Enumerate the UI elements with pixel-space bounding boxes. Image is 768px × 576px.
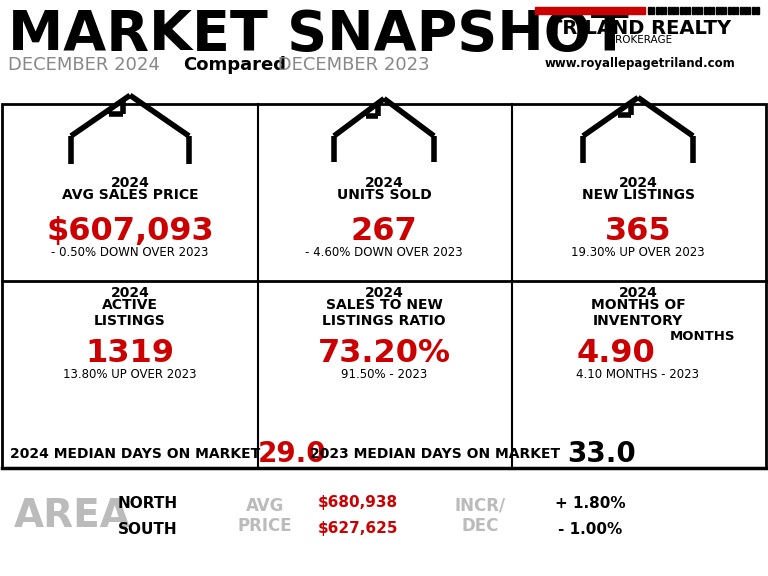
Text: MONTHS: MONTHS bbox=[670, 330, 736, 343]
Bar bbox=[716, 7, 719, 14]
Text: SOUTH: SOUTH bbox=[118, 521, 178, 536]
Text: INCR/
DEC: INCR/ DEC bbox=[455, 497, 505, 536]
Bar bbox=[704, 7, 707, 14]
Bar bbox=[748, 7, 750, 14]
Bar bbox=[664, 7, 666, 14]
Text: $627,625: $627,625 bbox=[318, 521, 399, 536]
Text: 2024: 2024 bbox=[111, 286, 150, 300]
Text: AVG
PRICE: AVG PRICE bbox=[237, 497, 293, 536]
Bar bbox=[712, 7, 713, 14]
Text: 2024: 2024 bbox=[111, 176, 150, 190]
Text: TRILAND REALTY: TRILAND REALTY bbox=[549, 19, 731, 38]
Text: 2024: 2024 bbox=[618, 286, 657, 300]
Text: $680,938: $680,938 bbox=[318, 495, 398, 510]
Text: 19.30% UP OVER 2023: 19.30% UP OVER 2023 bbox=[571, 246, 705, 259]
Text: www.royallepagetriland.com: www.royallepagetriland.com bbox=[545, 57, 736, 70]
Text: 73.20%: 73.20% bbox=[317, 338, 451, 369]
Text: - 4.60% DOWN OVER 2023: - 4.60% DOWN OVER 2023 bbox=[305, 246, 463, 259]
Text: 1319: 1319 bbox=[85, 338, 174, 369]
Bar bbox=[688, 7, 690, 14]
Text: 13.80% UP OVER 2023: 13.80% UP OVER 2023 bbox=[63, 368, 197, 381]
Bar bbox=[676, 7, 677, 14]
Text: AVG SALES PRICE: AVG SALES PRICE bbox=[61, 188, 198, 202]
Text: BROKERAGE: BROKERAGE bbox=[608, 35, 672, 45]
Text: 2024 MEDIAN DAYS ON MARKET: 2024 MEDIAN DAYS ON MARKET bbox=[10, 447, 260, 461]
Text: 91.50% - 2023: 91.50% - 2023 bbox=[341, 368, 427, 381]
Bar bbox=[648, 7, 650, 14]
Text: ACTIVE
LISTINGS: ACTIVE LISTINGS bbox=[94, 298, 166, 328]
Text: + 1.80%: + 1.80% bbox=[554, 495, 625, 510]
Bar bbox=[740, 7, 743, 14]
Bar bbox=[708, 7, 710, 14]
Text: UNITS SOLD: UNITS SOLD bbox=[336, 188, 432, 202]
Text: 2024: 2024 bbox=[618, 176, 657, 190]
Bar bbox=[736, 7, 737, 14]
Text: DECEMBER 2023: DECEMBER 2023 bbox=[272, 56, 429, 74]
Bar bbox=[652, 7, 654, 14]
Bar bbox=[684, 7, 687, 14]
Text: Compared: Compared bbox=[183, 56, 286, 74]
Bar bbox=[728, 7, 730, 14]
Text: MARKET SNAPSHOT: MARKET SNAPSHOT bbox=[8, 8, 629, 62]
Bar bbox=[752, 7, 754, 14]
Text: - 0.50% DOWN OVER 2023: - 0.50% DOWN OVER 2023 bbox=[51, 246, 209, 259]
Bar bbox=[700, 7, 701, 14]
Bar bbox=[535, 7, 645, 14]
Bar bbox=[680, 7, 683, 14]
Bar bbox=[724, 7, 726, 14]
Text: 2024: 2024 bbox=[365, 286, 403, 300]
Text: 4.10 MONTHS - 2023: 4.10 MONTHS - 2023 bbox=[577, 368, 700, 381]
Bar bbox=[692, 7, 694, 14]
Text: - 1.00%: - 1.00% bbox=[558, 521, 622, 536]
Bar bbox=[660, 7, 663, 14]
Bar bbox=[744, 7, 746, 14]
Text: 2023 MEDIAN DAYS ON MARKET: 2023 MEDIAN DAYS ON MARKET bbox=[310, 447, 560, 461]
Bar bbox=[720, 7, 723, 14]
Bar bbox=[732, 7, 734, 14]
Text: 365: 365 bbox=[604, 216, 671, 247]
Text: 29.0: 29.0 bbox=[258, 440, 326, 468]
Text: MONTHS OF
INVENTORY: MONTHS OF INVENTORY bbox=[591, 298, 685, 328]
Text: $607,093: $607,093 bbox=[46, 216, 214, 247]
Text: SALES TO NEW
LISTINGS RATIO: SALES TO NEW LISTINGS RATIO bbox=[323, 298, 445, 328]
Text: 4.90: 4.90 bbox=[577, 338, 655, 369]
Bar bbox=[756, 7, 759, 14]
Text: DECEMBER 2024: DECEMBER 2024 bbox=[8, 56, 166, 74]
Bar bbox=[2, 104, 766, 468]
Text: NEW LISTINGS: NEW LISTINGS bbox=[581, 188, 694, 202]
Bar bbox=[672, 7, 674, 14]
Bar bbox=[656, 7, 658, 14]
Text: 267: 267 bbox=[351, 216, 417, 247]
Bar bbox=[696, 7, 699, 14]
Text: NORTH: NORTH bbox=[118, 495, 178, 510]
Text: 2024: 2024 bbox=[365, 176, 403, 190]
Text: 33.0: 33.0 bbox=[567, 440, 636, 468]
Text: AREA: AREA bbox=[14, 497, 131, 535]
Bar bbox=[668, 7, 670, 14]
